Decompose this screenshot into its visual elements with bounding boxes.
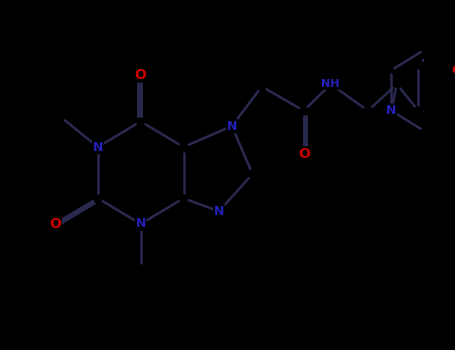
Text: N: N [227,120,237,133]
Text: N: N [93,141,103,154]
Text: O: O [49,217,61,231]
Text: O: O [298,147,310,161]
Text: NH: NH [322,79,340,89]
Text: N: N [386,104,396,117]
Text: N: N [136,217,146,230]
Text: O: O [135,68,147,82]
Text: O: O [451,64,455,77]
Text: N: N [214,205,224,218]
